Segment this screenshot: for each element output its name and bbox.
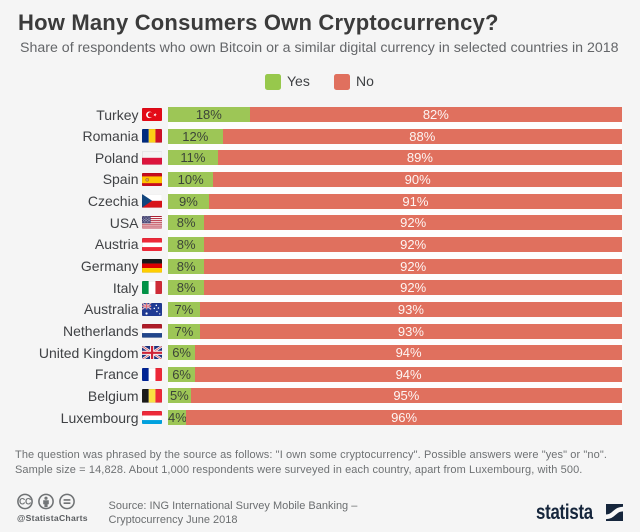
svg-text:CC: CC <box>19 496 32 506</box>
